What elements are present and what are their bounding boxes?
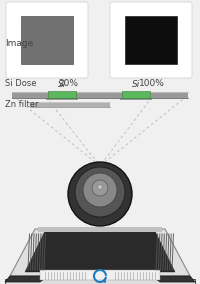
Bar (40, 270, 160, 280)
Bar (5, 279, 195, 284)
Text: Si: Si (132, 80, 140, 89)
Text: 100%: 100% (139, 80, 165, 89)
Circle shape (75, 167, 125, 217)
Text: Image: Image (5, 39, 33, 48)
Text: Zn filter: Zn filter (5, 100, 38, 109)
Bar (21, 16, 73, 64)
Bar (12, 92, 188, 98)
Text: Si Dose: Si Dose (5, 80, 36, 89)
Bar (120, 94, 152, 100)
Bar (125, 16, 177, 64)
FancyBboxPatch shape (110, 2, 192, 78)
Bar (30, 102, 110, 107)
Polygon shape (5, 276, 48, 282)
Circle shape (98, 185, 102, 189)
Text: Si: Si (58, 80, 66, 89)
FancyBboxPatch shape (6, 2, 88, 78)
Polygon shape (10, 229, 190, 276)
Polygon shape (152, 276, 195, 282)
Circle shape (83, 173, 117, 207)
Bar (38, 227, 162, 232)
Text: 20%: 20% (58, 80, 78, 89)
Circle shape (68, 162, 132, 226)
Circle shape (92, 180, 108, 196)
Polygon shape (25, 231, 175, 272)
Bar (122, 91, 150, 98)
Bar (46, 94, 78, 100)
Bar (48, 91, 76, 98)
